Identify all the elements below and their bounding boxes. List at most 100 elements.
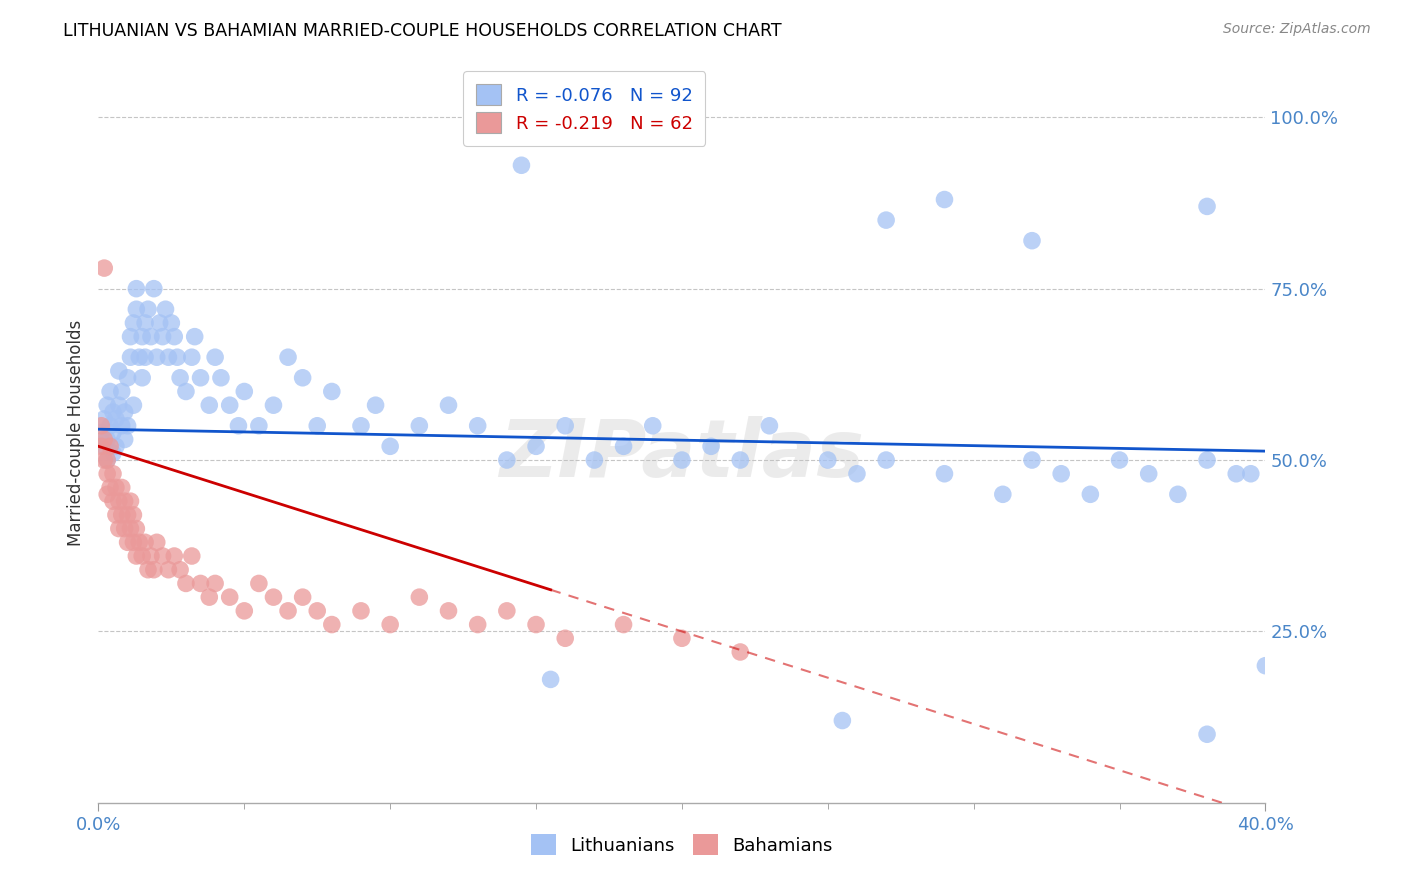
Point (108, 522, 131, 536)
Point (291, 590, 314, 604)
Point (467, 418, 489, 433)
Point (408, 590, 430, 604)
Point (198, 590, 221, 604)
Point (125, 549, 148, 563)
Point (350, 418, 373, 433)
Point (169, 371, 191, 385)
Point (120, 329, 142, 343)
Point (554, 632, 576, 646)
Point (671, 453, 693, 467)
Point (758, 418, 780, 433)
Point (934, 467, 956, 481)
Point (875, 453, 897, 467)
Point (101, 405, 124, 419)
Point (730, 453, 752, 467)
Point (122, 398, 145, 412)
Point (831, 714, 853, 728)
Point (98, 439, 121, 453)
Point (101, 425, 124, 440)
Point (163, 329, 186, 343)
Point (163, 549, 186, 563)
Point (1080, 487, 1102, 501)
Point (180, 549, 202, 563)
Point (152, 329, 174, 343)
Point (321, 617, 343, 632)
Point (134, 350, 156, 364)
Point (152, 549, 174, 563)
Point (612, 439, 634, 453)
Point (122, 508, 145, 522)
Text: LITHUANIAN VS BAHAMIAN MARRIED-COUPLE HOUSEHOLDS CORRELATION CHART: LITHUANIAN VS BAHAMIAN MARRIED-COUPLE HO… (63, 22, 782, 40)
Point (846, 467, 869, 481)
Point (1050, 467, 1073, 481)
Point (96, 398, 118, 412)
Point (101, 467, 124, 481)
Point (641, 418, 664, 433)
Point (114, 522, 136, 536)
Point (131, 371, 153, 385)
Point (875, 213, 897, 227)
Point (157, 563, 180, 577)
Point (160, 316, 183, 330)
Point (111, 418, 134, 433)
Point (496, 453, 519, 467)
Point (218, 398, 240, 412)
Point (108, 494, 131, 508)
Point (1195, 453, 1218, 467)
Point (307, 418, 329, 433)
Point (114, 433, 136, 447)
Point (524, 439, 547, 453)
Point (991, 487, 1014, 501)
Point (136, 563, 159, 577)
Text: Source: ZipAtlas.com: Source: ZipAtlas.com (1223, 22, 1371, 37)
Point (190, 576, 212, 591)
Point (104, 480, 127, 494)
Point (277, 350, 299, 364)
Point (583, 453, 606, 467)
Point (139, 329, 162, 343)
Point (1167, 487, 1189, 501)
Point (1137, 467, 1160, 481)
Point (364, 398, 387, 412)
Point (408, 418, 430, 433)
Point (262, 398, 284, 412)
Point (262, 590, 284, 604)
Point (111, 508, 134, 522)
Point (380, 617, 402, 632)
Point (101, 446, 124, 460)
Point (321, 384, 343, 399)
Point (142, 282, 165, 296)
Point (467, 617, 489, 632)
Point (612, 617, 634, 632)
Point (122, 316, 145, 330)
Point (730, 645, 752, 659)
Point (247, 418, 270, 433)
Point (98, 418, 121, 433)
Point (117, 371, 139, 385)
Point (247, 576, 270, 591)
Point (209, 371, 232, 385)
Point (149, 316, 172, 330)
Point (204, 576, 226, 591)
Point (93, 261, 115, 276)
Point (174, 576, 197, 591)
Point (380, 439, 402, 453)
Point (93, 433, 115, 447)
Point (1108, 453, 1130, 467)
Point (125, 282, 148, 296)
Point (1268, 556, 1291, 570)
Point (128, 535, 150, 549)
Point (101, 494, 124, 508)
Point (98, 480, 121, 494)
Point (125, 302, 148, 317)
Point (146, 350, 169, 364)
Point (104, 439, 127, 453)
Point (496, 604, 519, 618)
Point (157, 350, 180, 364)
Point (1021, 453, 1043, 467)
Point (554, 418, 576, 433)
Point (1195, 727, 1218, 741)
Point (96, 453, 118, 467)
Point (104, 412, 127, 426)
Point (114, 494, 136, 508)
